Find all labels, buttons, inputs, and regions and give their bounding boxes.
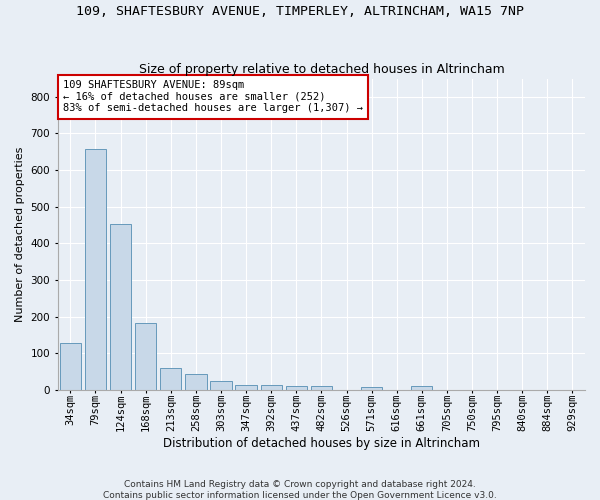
Bar: [311, 386, 332, 390]
Bar: [85, 149, 106, 390]
Bar: [361, 387, 382, 390]
Title: Size of property relative to detached houses in Altrincham: Size of property relative to detached ho…: [139, 63, 504, 76]
Bar: [135, 323, 157, 390]
Text: 109, SHAFTESBURY AVENUE, TIMPERLEY, ALTRINCHAM, WA15 7NP: 109, SHAFTESBURY AVENUE, TIMPERLEY, ALTR…: [76, 5, 524, 18]
Bar: [235, 386, 257, 390]
Bar: [60, 343, 81, 390]
Bar: [110, 224, 131, 390]
Bar: [286, 386, 307, 390]
Text: Contains HM Land Registry data © Crown copyright and database right 2024.
Contai: Contains HM Land Registry data © Crown c…: [103, 480, 497, 500]
Text: 109 SHAFTESBURY AVENUE: 89sqm
← 16% of detached houses are smaller (252)
83% of : 109 SHAFTESBURY AVENUE: 89sqm ← 16% of d…: [63, 80, 363, 114]
Y-axis label: Number of detached properties: Number of detached properties: [15, 146, 25, 322]
Bar: [411, 386, 433, 390]
Bar: [185, 374, 206, 390]
Bar: [260, 385, 282, 390]
X-axis label: Distribution of detached houses by size in Altrincham: Distribution of detached houses by size …: [163, 437, 480, 450]
Bar: [211, 380, 232, 390]
Bar: [160, 368, 181, 390]
